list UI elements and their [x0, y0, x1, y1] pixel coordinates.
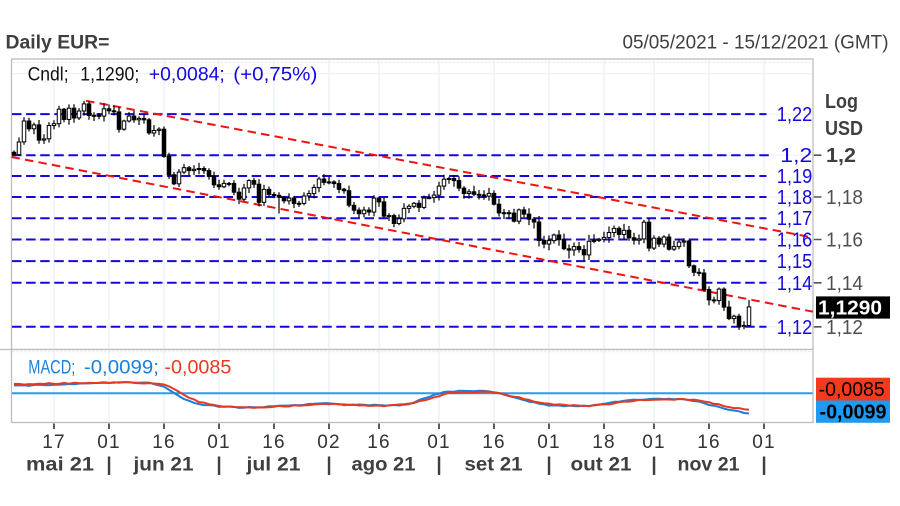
svg-text:17: 17 [42, 432, 66, 453]
svg-text:01: 01 [97, 432, 121, 453]
svg-text:jun 21: jun 21 [132, 454, 194, 475]
svg-text:|: | [106, 454, 111, 475]
svg-text:01: 01 [642, 432, 666, 453]
svg-text:16: 16 [482, 432, 506, 453]
svg-text:01: 01 [537, 432, 561, 453]
svg-text:1,17: 1,17 [777, 208, 813, 230]
svg-text:01: 01 [752, 432, 776, 453]
svg-text:-0,0085: -0,0085 [819, 379, 885, 401]
svg-text:set 21: set 21 [465, 454, 523, 475]
svg-text:-0,0099;: -0,0099; [84, 357, 159, 378]
svg-text:1,16: 1,16 [826, 230, 863, 252]
svg-text:05/05/2021 - 15/12/2021 (GMT): 05/05/2021 - 15/12/2021 (GMT) [623, 33, 889, 54]
svg-text:|: | [651, 454, 656, 475]
svg-text:jul 21: jul 21 [245, 454, 301, 475]
svg-text:1,18: 1,18 [826, 187, 863, 209]
svg-text:16: 16 [262, 432, 286, 453]
svg-text:Log: Log [825, 91, 858, 113]
svg-text:1,1290: 1,1290 [818, 297, 882, 319]
svg-text:16: 16 [697, 432, 721, 453]
svg-text:-0,0085: -0,0085 [164, 357, 231, 378]
svg-text:1,22: 1,22 [777, 104, 813, 126]
svg-text:18: 18 [592, 432, 616, 453]
svg-text:ago 21: ago 21 [352, 454, 416, 475]
svg-text:|: | [546, 454, 551, 475]
svg-text:|: | [216, 454, 221, 475]
svg-text:Daily EUR=: Daily EUR= [6, 32, 110, 53]
svg-text:01: 01 [207, 432, 231, 453]
svg-text:1,19: 1,19 [777, 166, 813, 188]
svg-text:1,16: 1,16 [777, 230, 813, 252]
svg-text:01: 01 [427, 432, 451, 453]
svg-text:1,12: 1,12 [777, 317, 813, 339]
svg-text:USD: USD [825, 118, 863, 140]
svg-text:(+0,75%): (+0,75%) [233, 64, 317, 85]
svg-text:+0,0084;: +0,0084; [149, 64, 225, 85]
svg-text:|: | [326, 454, 331, 475]
svg-text:16: 16 [152, 432, 176, 453]
svg-text:-0,0099: -0,0099 [820, 402, 887, 424]
svg-text:1,14: 1,14 [777, 273, 813, 295]
svg-text:nov 21: nov 21 [678, 454, 740, 475]
svg-text:1,2: 1,2 [780, 145, 812, 167]
svg-text:1,14: 1,14 [826, 273, 863, 295]
svg-text:Cndl;: Cndl; [28, 64, 69, 85]
svg-text:|: | [436, 454, 441, 475]
svg-text:out 21: out 21 [571, 454, 632, 475]
svg-text:1,15: 1,15 [777, 251, 813, 273]
svg-text:1,18: 1,18 [777, 187, 813, 209]
svg-text:16: 16 [367, 432, 391, 453]
svg-text:1,12: 1,12 [826, 317, 863, 339]
svg-text:|: | [761, 454, 766, 475]
svg-text:mai 21: mai 21 [26, 454, 94, 475]
svg-text:1,1290;: 1,1290; [80, 64, 139, 85]
svg-text:02: 02 [317, 432, 341, 453]
svg-text:MACD;: MACD; [28, 357, 75, 378]
svg-text:1,2: 1,2 [826, 145, 856, 167]
